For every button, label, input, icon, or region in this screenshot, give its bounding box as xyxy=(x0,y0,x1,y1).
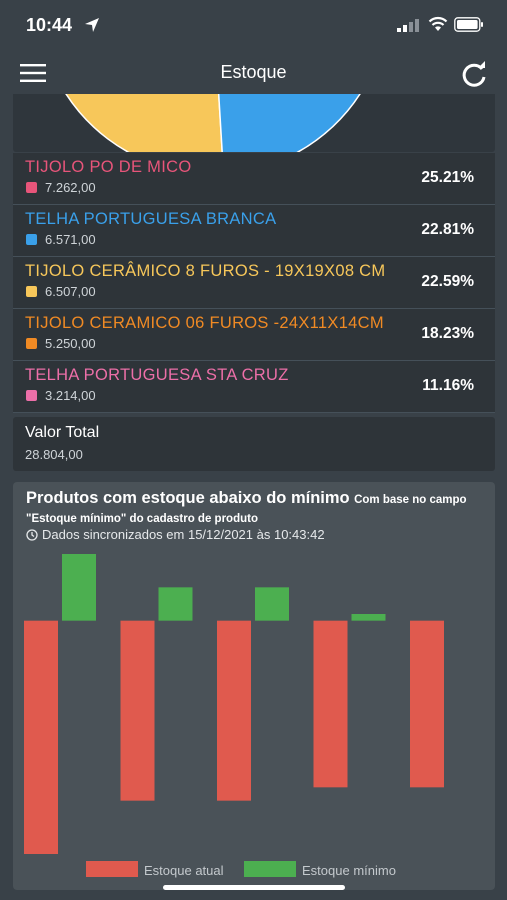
status-time: 10:44 xyxy=(26,15,73,35)
chart-title-block: Produtos com estoque abaixo do mínimo Co… xyxy=(26,489,486,528)
pie-chart-card xyxy=(13,94,495,152)
legend-row[interactable]: TELHA PORTUGUESA STA CRUZ 3.214,00 11.16… xyxy=(13,361,495,413)
total-label: Valor Total xyxy=(25,424,100,441)
bar-estoque-minimo[interactable] xyxy=(158,587,193,621)
legend-row[interactable]: TIJOLO PO DE MICO 7.262,00 25.21% xyxy=(13,153,495,205)
legend-product-value: 7.262,00 xyxy=(45,180,96,195)
stock-bar-chart: Estoque atual Estoque mínimo xyxy=(24,554,444,878)
legend-product-name: TIJOLO CERAMICO 06 FUROS -24X11X14CM xyxy=(25,314,384,332)
legend-product-percent: 18.23% xyxy=(421,325,474,342)
legend-row[interactable]: TIJOLO CERAMICO 06 FUROS -24X11X14CM 5.2… xyxy=(13,309,495,361)
bar-estoque-minimo[interactable] xyxy=(62,554,96,621)
total-value: 28.804,00 xyxy=(25,447,83,462)
legend-product-percent: 25.21% xyxy=(421,169,474,186)
legend-product-percent: 22.59% xyxy=(421,273,474,290)
location-arrow-icon xyxy=(85,18,99,32)
bar-estoque-atual[interactable] xyxy=(410,620,444,788)
cellular-signal-icon xyxy=(397,19,419,32)
legend-product-value: 6.571,00 xyxy=(45,232,96,247)
sync-text: Dados sincronizados em 15/12/2021 às 10:… xyxy=(42,527,325,542)
legend-product-value: 3.214,00 xyxy=(45,388,96,403)
hamburger-menu-icon[interactable] xyxy=(20,64,46,82)
legend-row[interactable]: TELHA PORTUGUESA BRANCA 6.571,00 22.81% xyxy=(13,205,495,257)
sync-status: Dados sincronizados em 15/12/2021 às 10:… xyxy=(26,527,325,542)
status-bar: 10:44 xyxy=(0,0,507,52)
legend-product-name: TIJOLO PO DE MICO xyxy=(25,158,192,176)
pie-slice xyxy=(65,94,223,152)
legend-product-value: 6.507,00 xyxy=(45,284,96,299)
chart-subtitle: Com base no campo "Estoque mínimo" do ca… xyxy=(26,494,467,525)
chart-legend-swatch xyxy=(86,861,138,877)
legend-swatch xyxy=(26,182,37,193)
bar-estoque-atual[interactable] xyxy=(24,620,58,854)
legend-product-percent: 22.81% xyxy=(421,221,474,238)
home-indicator[interactable] xyxy=(163,885,345,890)
legend-product-value: 5.250,00 xyxy=(45,336,96,351)
battery-icon xyxy=(454,17,483,32)
bar-estoque-atual[interactable] xyxy=(313,620,348,788)
pie-slice xyxy=(217,94,361,152)
legend-product-name: TELHA PORTUGUESA BRANCA xyxy=(25,210,277,228)
chart-title: Produtos com estoque abaixo do mínimo xyxy=(26,489,350,507)
legend-swatch xyxy=(26,234,37,245)
legend-product-percent: 11.16% xyxy=(422,377,474,394)
bar-estoque-atual[interactable] xyxy=(217,620,251,801)
refresh-icon[interactable] xyxy=(460,60,488,88)
stock-chart-card: Produtos com estoque abaixo do mínimo Co… xyxy=(13,482,495,890)
clock-icon xyxy=(26,528,38,541)
pie-chart xyxy=(65,94,361,152)
total-card: Valor Total 28.804,00 xyxy=(13,417,495,471)
page-title: Estoque xyxy=(220,62,287,82)
bar-estoque-minimo[interactable] xyxy=(351,614,386,621)
app-bar: Estoque xyxy=(0,52,507,94)
chart-legend-label: Estoque atual xyxy=(144,863,224,878)
bar-estoque-atual[interactable] xyxy=(120,620,155,801)
wifi-icon xyxy=(428,16,448,31)
legend-row[interactable]: TIJOLO CERÂMICO 8 FUROS - 19X19X08 CM 6.… xyxy=(13,257,495,309)
bar-estoque-minimo[interactable] xyxy=(255,587,289,621)
product-legend-list: TIJOLO PO DE MICO 7.262,00 25.21% TELHA … xyxy=(13,153,495,413)
legend-swatch xyxy=(26,390,37,401)
legend-swatch xyxy=(26,338,37,349)
legend-product-name: TIJOLO CERÂMICO 8 FUROS - 19X19X08 CM xyxy=(25,262,386,280)
chart-legend-label: Estoque mínimo xyxy=(302,863,396,878)
legend-product-name: TELHA PORTUGUESA STA CRUZ xyxy=(25,366,289,384)
chart-legend-swatch xyxy=(244,861,296,877)
legend-swatch xyxy=(26,286,37,297)
